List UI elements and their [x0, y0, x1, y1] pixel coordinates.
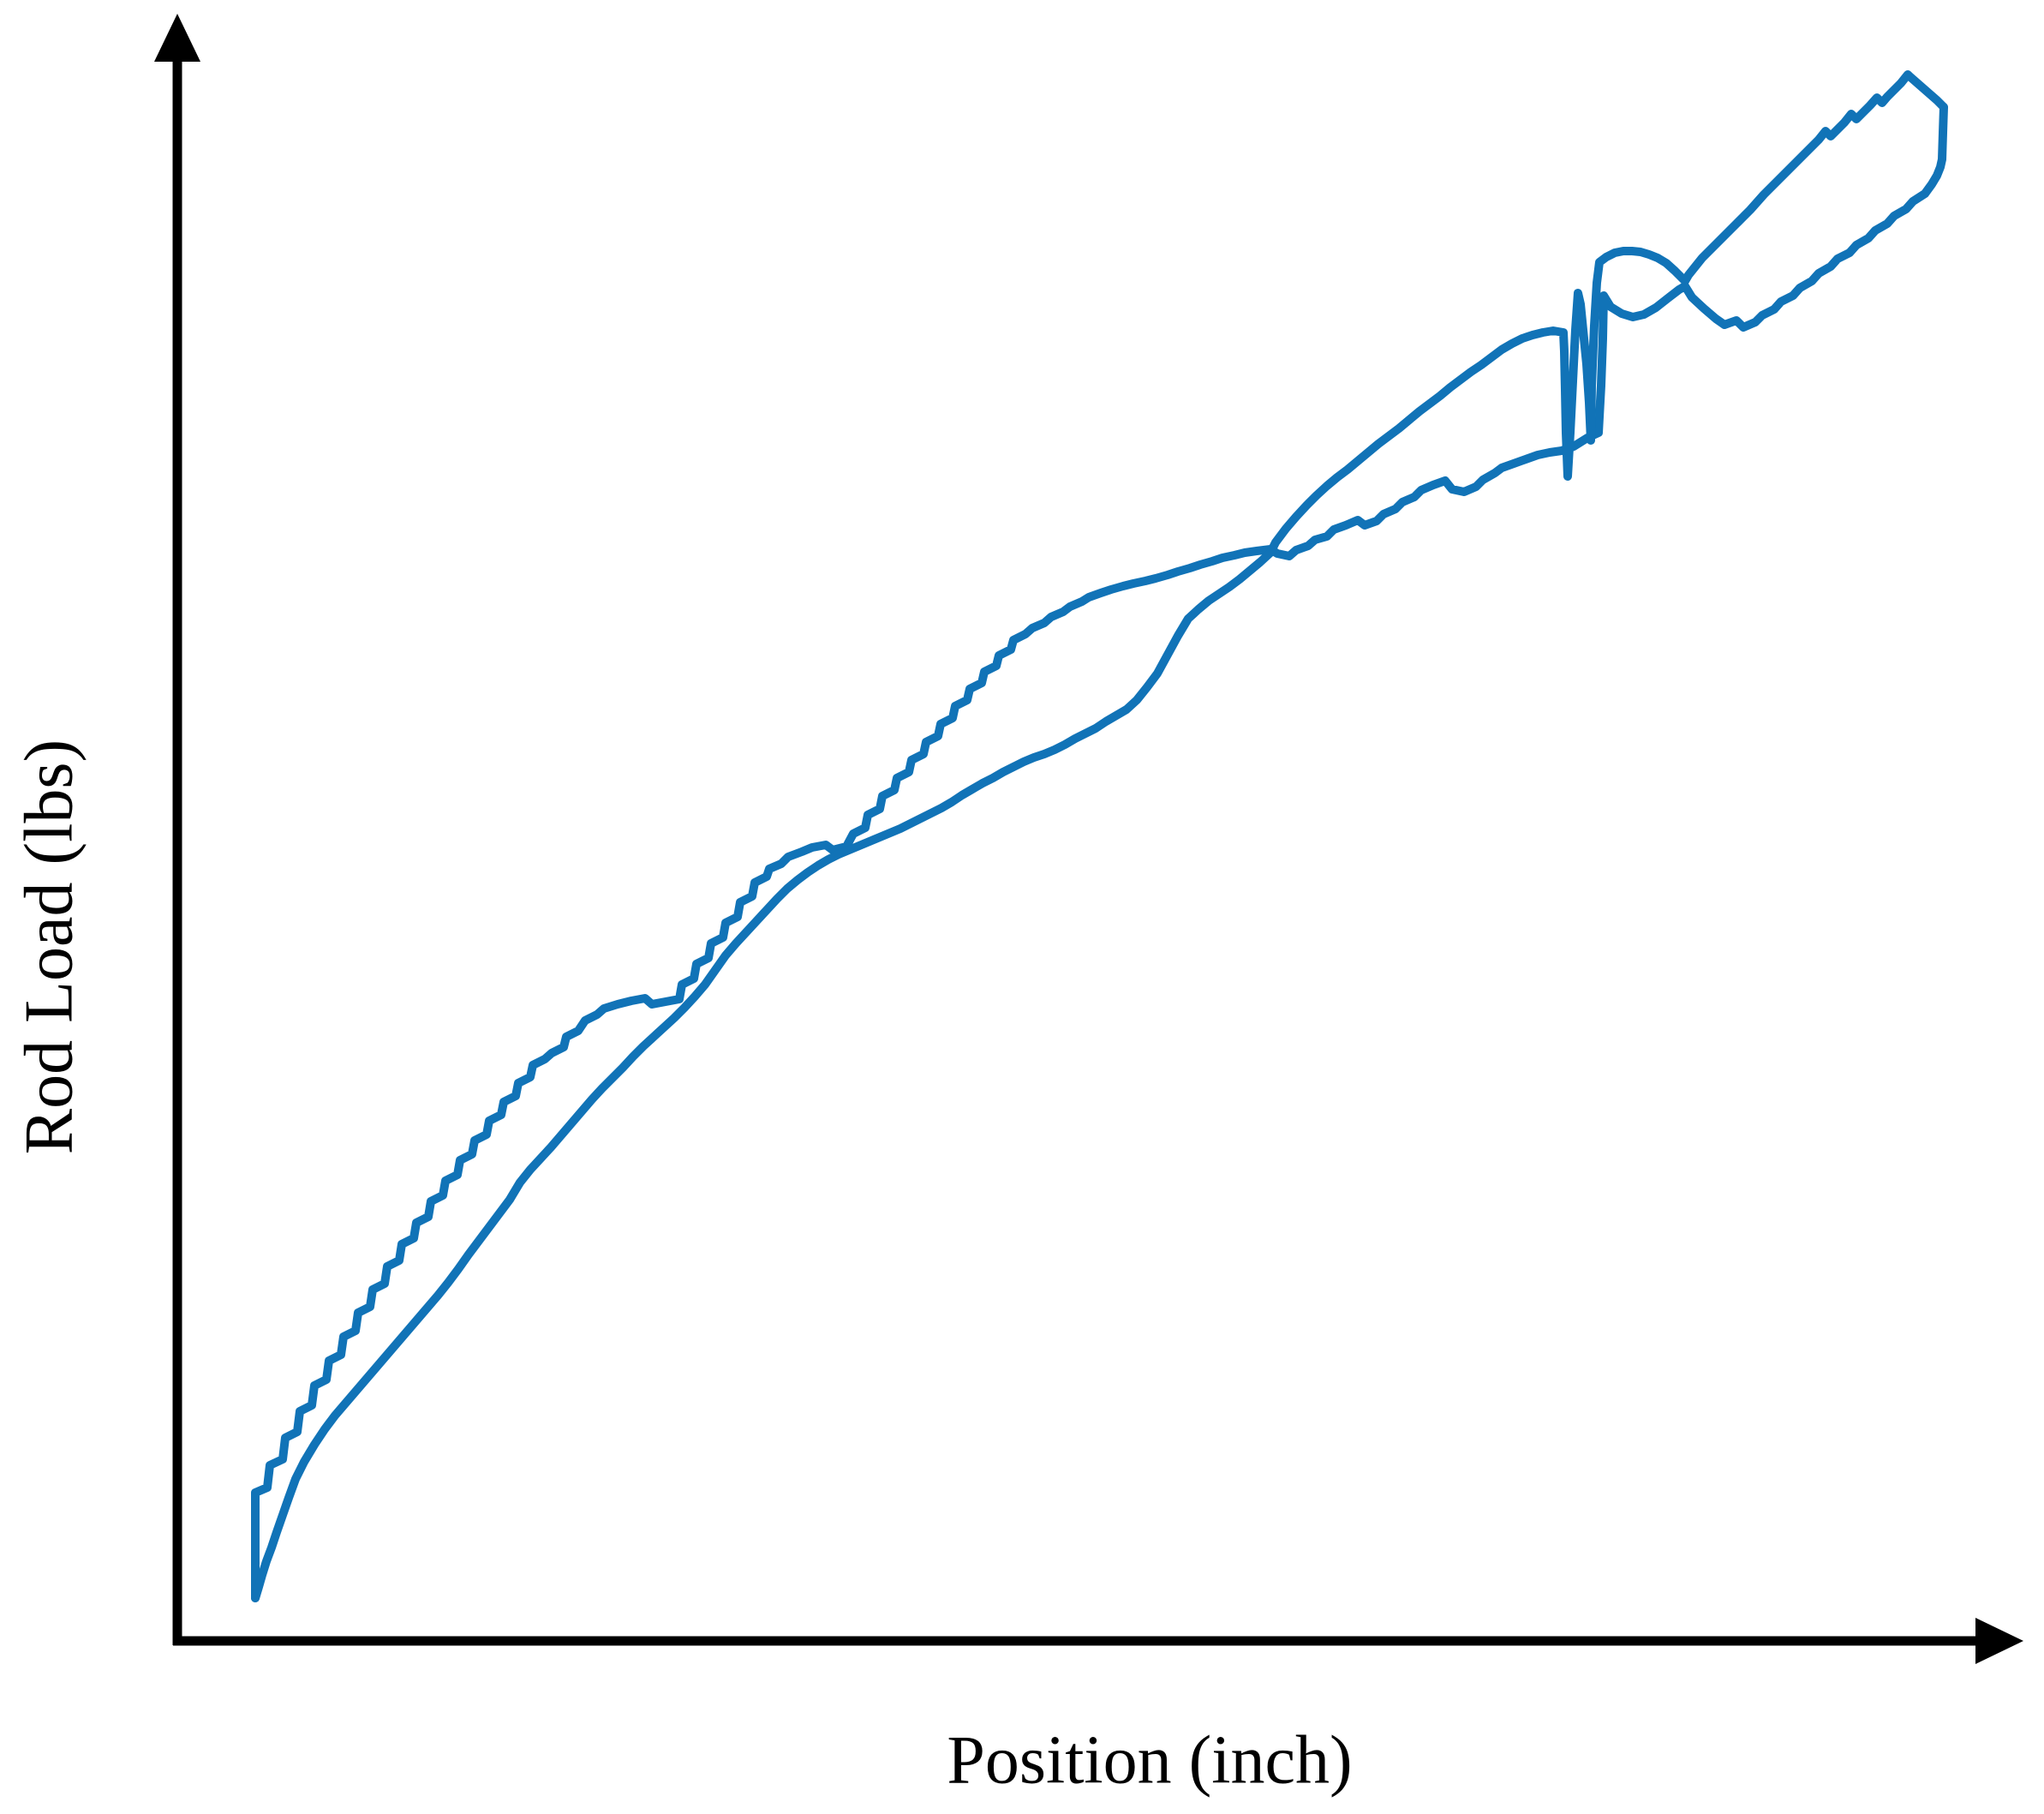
- y-axis-label: Rod Load (lbs): [11, 739, 87, 1155]
- series-return-branch: [251, 70, 1948, 1602]
- x-axis-arrowhead-icon: [1975, 1618, 2023, 1664]
- series-outbound-branch: [251, 103, 1948, 1602]
- axes: [154, 14, 2023, 1664]
- y-axis-arrowhead-icon: [154, 14, 200, 62]
- x-axis-label: Position (inch): [947, 1722, 1353, 1799]
